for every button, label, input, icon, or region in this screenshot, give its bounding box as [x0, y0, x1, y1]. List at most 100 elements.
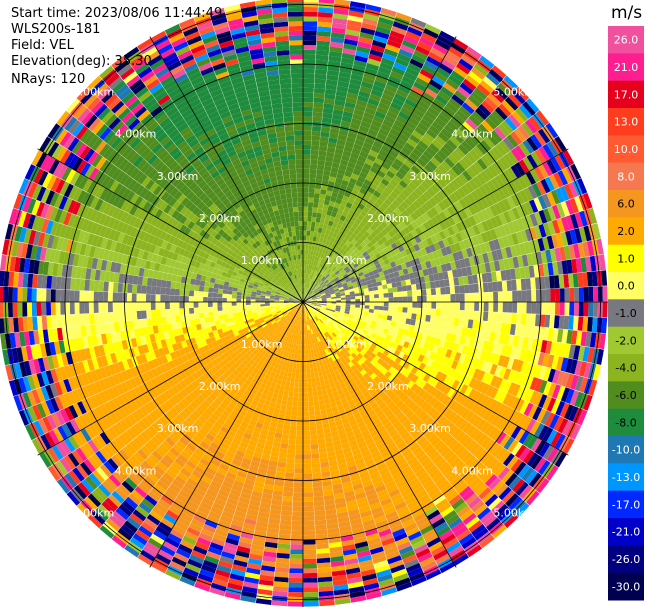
range-gate: [451, 442, 463, 454]
range-gate: [326, 275, 332, 280]
range-gate: [386, 182, 396, 191]
range-gate: [306, 235, 310, 241]
range-gate: [347, 283, 353, 288]
range-gate: [453, 317, 460, 327]
range-gate: [494, 86, 508, 100]
range-gate: [384, 274, 391, 280]
ray: [303, 302, 588, 426]
range-gate: [323, 165, 332, 172]
range-gate: [511, 110, 525, 125]
range-gate: [407, 400, 417, 410]
range-gate: [343, 313, 349, 317]
range-gate: [335, 213, 342, 220]
range-gate: [430, 378, 439, 388]
range-gate: [311, 140, 320, 146]
range-gate: [331, 300, 337, 302]
range-gate: [336, 257, 342, 263]
range-gate: [498, 212, 508, 225]
range-gate: [462, 275, 469, 285]
range-gate: [484, 493, 499, 507]
range-gate: [498, 103, 512, 117]
range-gate: [343, 332, 350, 338]
range-gate: [340, 330, 346, 335]
range-gate: [317, 16, 333, 23]
range-gate: [308, 249, 312, 255]
range-gate: [277, 548, 290, 554]
range-gate: [305, 283, 307, 288]
range-gate: [307, 301, 313, 302]
range-gate: [468, 114, 482, 127]
range-gate: [380, 202, 389, 210]
range-gate: [407, 223, 415, 232]
range-gate: [377, 231, 385, 239]
range-gate: [444, 468, 456, 480]
range-gate: [324, 310, 330, 314]
range-gate: [440, 309, 446, 317]
range-gate: [459, 82, 474, 95]
range-gate: [417, 41, 433, 52]
range-gate: [325, 239, 330, 246]
range-gate: [346, 319, 352, 324]
range-gate: [506, 312, 513, 324]
range-gate: [388, 230, 396, 238]
range-gate: [286, 458, 295, 464]
range-gate: [400, 394, 410, 403]
range-gate: [351, 69, 365, 77]
range-gate: [297, 401, 303, 407]
range-gate: [583, 302, 589, 317]
range-gate: [483, 292, 489, 302]
range-gate: [372, 383, 380, 391]
range-gate: [488, 240, 496, 252]
range-gate: [515, 359, 524, 373]
range-gate: [360, 340, 367, 347]
range-gate: [426, 447, 437, 458]
range-gate: [579, 377, 589, 393]
range-gate: [345, 299, 351, 302]
range-gate: [431, 75, 446, 87]
range-gate: [430, 315, 436, 323]
range-gate: [438, 339, 446, 348]
range-gate: [430, 308, 437, 316]
range-gate: [326, 210, 333, 216]
range-gate: [455, 293, 461, 302]
range-gate: [310, 164, 318, 170]
range-gate: [451, 427, 463, 439]
range-gate: [344, 323, 350, 329]
range-gate: [318, 312, 323, 316]
range-gate: [551, 399, 561, 414]
range-gate: [336, 139, 346, 146]
range-gate: [303, 225, 307, 231]
range-gate: [369, 224, 377, 232]
range-gate: [366, 319, 372, 324]
range-gate: [392, 254, 399, 262]
range-gate: [303, 468, 312, 474]
range-gate: [306, 294, 310, 299]
range-gate: [331, 259, 336, 265]
range-gate: [330, 295, 336, 298]
range-gate: [470, 67, 486, 80]
range-gate: [359, 247, 366, 254]
range-gate: [473, 63, 489, 77]
range-gate: [472, 145, 484, 158]
range-gate: [316, 385, 322, 392]
range-gate: [426, 375, 435, 385]
range-gate: [326, 74, 339, 81]
range-gate: [332, 232, 338, 239]
range-gate: [294, 377, 299, 383]
range-gate: [417, 354, 425, 363]
range-gate: [310, 367, 315, 373]
range-gate: [371, 213, 380, 221]
range-gate: [312, 467, 321, 474]
range-gate: [313, 231, 318, 237]
range-gate: [309, 308, 314, 313]
range-gate: [561, 260, 569, 275]
range-gate: [428, 51, 443, 63]
range-gate: [538, 224, 547, 238]
range-gate: [308, 284, 312, 290]
range-gate: [526, 253, 534, 266]
range-gate: [323, 266, 329, 272]
range-gate: [426, 288, 432, 296]
range-gate: [409, 134, 421, 144]
range-gate: [426, 237, 434, 246]
range-gate: [322, 223, 328, 230]
